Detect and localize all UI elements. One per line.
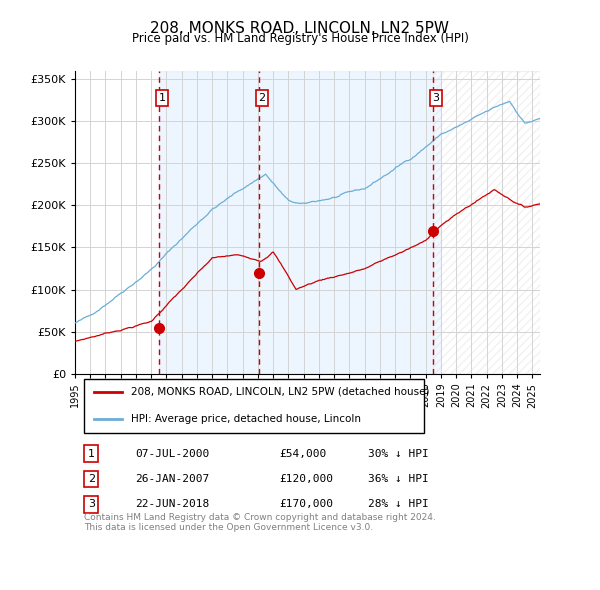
Text: 28% ↓ HPI: 28% ↓ HPI [368,499,428,509]
Text: 208, MONKS ROAD, LINCOLN, LN2 5PW: 208, MONKS ROAD, LINCOLN, LN2 5PW [151,21,449,35]
Text: 1: 1 [159,93,166,103]
Text: 1: 1 [88,449,95,458]
Bar [159,71,440,373]
Text: 26-JAN-2007: 26-JAN-2007 [136,474,210,484]
Text: 2: 2 [259,93,266,103]
Text: £54,000: £54,000 [280,449,327,458]
Text: Contains HM Land Registry data © Crown copyright and database right 2024.: Contains HM Land Registry data © Crown c… [84,513,436,522]
Text: Price paid vs. HM Land Registry's House Price Index (HPI): Price paid vs. HM Land Registry's House … [131,32,469,45]
Text: £120,000: £120,000 [280,474,334,484]
Text: 07-JUL-2000: 07-JUL-2000 [136,449,210,458]
Text: 208, MONKS ROAD, LINCOLN, LN2 5PW (detached house): 208, MONKS ROAD, LINCOLN, LN2 5PW (detac… [131,386,430,396]
Text: 3: 3 [88,499,95,509]
Text: 30% ↓ HPI: 30% ↓ HPI [368,449,428,458]
Text: 22-JUN-2018: 22-JUN-2018 [136,499,210,509]
Text: 3: 3 [433,93,439,103]
FancyBboxPatch shape [84,379,424,433]
Bar [433,71,540,373]
Text: 36% ↓ HPI: 36% ↓ HPI [368,474,428,484]
Text: 2: 2 [88,474,95,484]
Text: £170,000: £170,000 [280,499,334,509]
Text: This data is licensed under the Open Government Licence v3.0.: This data is licensed under the Open Gov… [84,523,373,532]
Text: HPI: Average price, detached house, Lincoln: HPI: Average price, detached house, Linc… [131,414,361,424]
